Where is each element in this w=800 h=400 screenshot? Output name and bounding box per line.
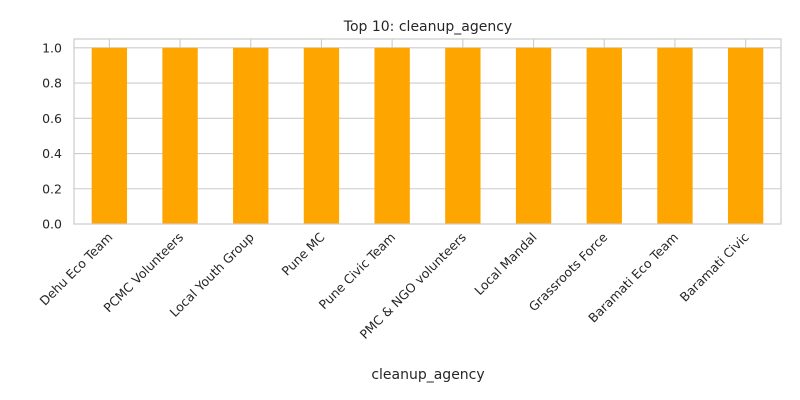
y-tick-label: 0.0 [42,217,62,232]
y-tick-label: 0.6 [42,111,62,126]
bar [162,47,198,224]
chart-title: Top 10: cleanup_agency [343,19,512,35]
x-tick-label: Dehu Eco Team [37,230,116,309]
x-tick-label: Local Mandal [471,230,539,298]
bar [374,47,410,224]
bar [303,47,340,224]
y-tick-labels: 0.0 0.2 0.4 0.6 0.8 1.0 [42,40,62,231]
x-tick-label: Pune Civic Team [316,230,399,313]
bar [445,47,481,224]
bar [515,47,552,224]
x-tick-label: Baramati Civic [677,229,752,304]
x-tick-label: Pune MC [279,229,328,278]
bar [586,47,622,224]
y-tick-label: 0.4 [42,146,62,161]
plot-frame [73,38,782,225]
y-tick-label: 0.2 [42,181,62,196]
bar [233,47,269,224]
y-tick-label: 1.0 [42,40,62,55]
bars [91,47,764,224]
y-tick-label: 0.8 [42,76,62,91]
bar [727,47,764,224]
bar [657,47,693,224]
bar [91,47,128,224]
x-axis-label: cleanup_agency [371,367,484,383]
